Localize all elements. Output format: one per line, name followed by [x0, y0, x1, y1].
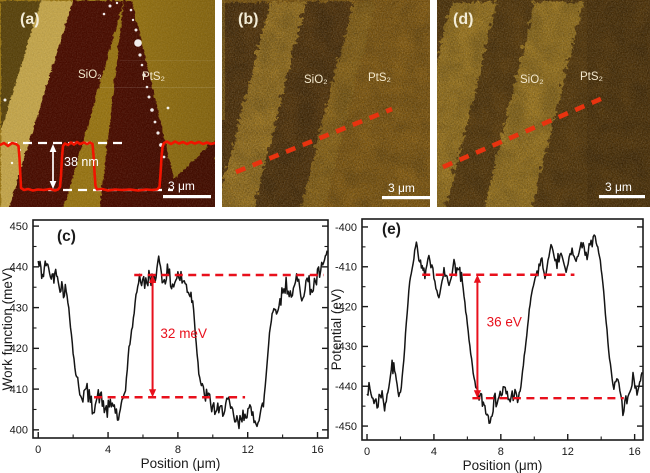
y-tick-label: -450 [335, 421, 357, 433]
x-tick-label: 8 [175, 444, 181, 456]
y-tick-label: -410 [335, 262, 357, 274]
panel-letter: (d) [453, 11, 473, 28]
afm-panel-a: (a) SiO₂ PtS₂ 38 nm 3 μm [0, 0, 215, 207]
profile-curve [366, 234, 643, 425]
debris-dots [3, 1, 170, 165]
plot-frame [32, 219, 329, 439]
scale-bar-label: 3 μm [388, 181, 415, 195]
y-tick-label: 400 [10, 425, 28, 437]
section-dashed-line [442, 95, 604, 170]
kpfm-image-b: (b) SiO₂ PtS₂ 3 μm [222, 0, 430, 207]
x-tick-label: 0 [35, 444, 41, 456]
material-label-sio2: SiO₂ [520, 74, 544, 86]
material-label-sio2: SiO₂ [304, 74, 328, 86]
kpfm-panel-b: (b) SiO₂ PtS₂ 3 μm [222, 0, 430, 207]
panel-letter: (e) [382, 221, 401, 238]
plot-frame [361, 218, 644, 441]
y-tick-label: -440 [335, 381, 357, 393]
panel-letter: (b) [238, 11, 258, 28]
scale-bar-label: 3 μm [605, 180, 632, 194]
y-axis-label: Potential (eV) [330, 289, 344, 371]
material-label-pts2: PtS₂ [368, 72, 391, 84]
panel-letter: (c) [57, 228, 76, 245]
chart-c-container: 0 4 8 12 16 400 410 420 430 440 450 Position (μm) Wo… [0, 207, 330, 473]
x-axis-label: Position (μm) [141, 456, 221, 471]
scale-bar [163, 195, 211, 199]
kpfm-image-d: (d) SiO₂ PtS₂ 3 μm [437, 0, 650, 207]
scale-bar [382, 196, 430, 200]
afm-image-a: (a) SiO₂ PtS₂ 38 nm 3 μm [0, 0, 215, 207]
material-label-pts2: PtS₂ [142, 71, 165, 83]
y-tick-label: -420 [335, 301, 357, 313]
y-tick-label: 450 [10, 221, 28, 233]
y-tick-label: -430 [335, 341, 357, 353]
x-tick-label: 0 [364, 446, 370, 458]
x-tick-label: 16 [629, 446, 641, 458]
scale-bar-label: 3 μm [168, 179, 195, 193]
x-tick-label: 16 [311, 444, 323, 456]
y-tick-label: -400 [335, 222, 357, 234]
y-tick-label: 430 [10, 302, 28, 314]
x-tick-label: 12 [242, 444, 254, 456]
step-annotation: 36 eV [487, 315, 522, 330]
x-tick-label: 4 [105, 444, 111, 456]
material-label-sio2: SiO₂ [78, 69, 102, 81]
scale-bar [599, 195, 645, 199]
work-function-chart: 0 4 8 12 16 400 410 420 430 440 450 Position (μm) Wo… [0, 219, 329, 471]
step-arrow [148, 275, 157, 398]
panel-letter: (a) [20, 11, 40, 28]
y-tick-label: 420 [10, 343, 28, 355]
step-arrow [473, 274, 482, 399]
y-tick-label: 410 [10, 384, 28, 396]
x-tick-label: 8 [498, 446, 504, 458]
height-annotation: 38 nm [64, 155, 99, 169]
y-axis-label: Work function (meV) [0, 268, 15, 391]
x-tick-label: 4 [431, 446, 437, 458]
chart-e-container: 0 4 8 12 16 -450 -440 -430 -420 -410 -400 Position … [329, 207, 650, 473]
height-arrow [49, 144, 57, 189]
kpfm-panel-d: (d) SiO₂ PtS₂ 3 μm [437, 0, 650, 207]
potential-chart: 0 4 8 12 16 -450 -440 -430 -420 -410 -400 Position … [329, 218, 644, 473]
step-annotation: 32 meV [160, 326, 207, 341]
y-tick-label: 440 [10, 262, 28, 274]
material-label-pts2: PtS₂ [580, 71, 603, 83]
x-tick-label: 12 [562, 446, 574, 458]
height-profile-trace [0, 140, 215, 192]
x-axis-label: Position (μm) [463, 458, 543, 473]
